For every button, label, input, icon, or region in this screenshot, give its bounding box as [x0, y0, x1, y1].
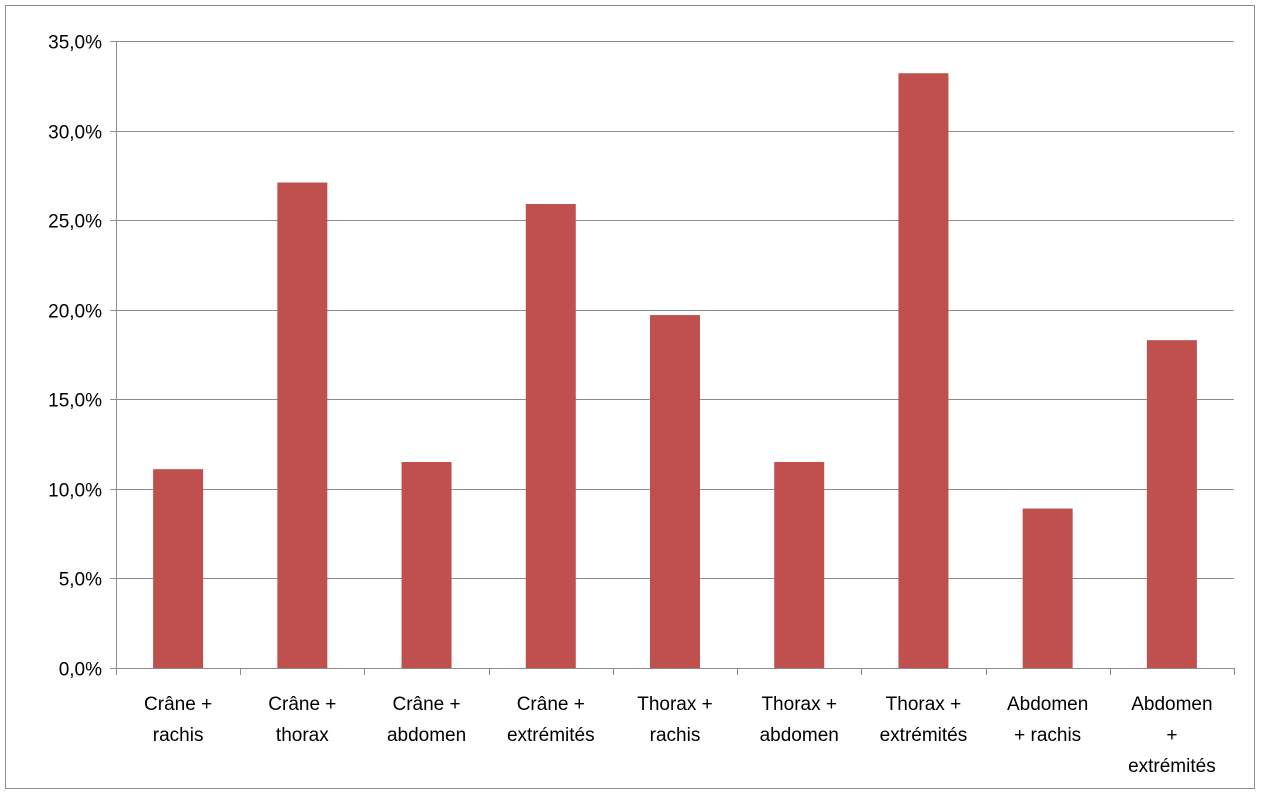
x-tick-label: rachis [650, 725, 701, 746]
y-tick-label: 15,0% [48, 391, 102, 412]
x-tick-label: Crâne + [268, 694, 336, 715]
x-tick-label: Crâne + [144, 694, 212, 715]
bar [401, 461, 452, 668]
y-tick-label: 10,0% [48, 481, 102, 502]
bar [650, 315, 700, 668]
x-tick-label: Crâne + [392, 694, 460, 715]
x-tick-label: Abdomen [1007, 694, 1088, 715]
y-tick-label: 30,0% [48, 123, 102, 144]
y-tick-label: 35,0% [48, 33, 102, 54]
x-tick-label: extrémités [507, 725, 595, 746]
x-tick-label: thorax [276, 725, 329, 746]
x-tick-label: rachis [153, 725, 204, 746]
y-tick-label: 5,0% [59, 570, 102, 591]
bar [774, 461, 825, 668]
bars [153, 73, 1197, 668]
bar [1146, 340, 1197, 668]
x-tick-labels: Crâne + rachis Crâne + thorax Crâne + abdomen… [144, 694, 1216, 777]
x-tick-label: + rachis [1014, 725, 1081, 746]
x-tick-label: Abdomen [1131, 694, 1212, 715]
bar [898, 73, 949, 668]
bar [277, 182, 328, 668]
x-tick-label: Thorax + [761, 694, 837, 715]
y-tick-labels: 0,0% 5,0% 10,0% 15,0% 20,0% 25,0% 30,0% 35,0% [48, 33, 102, 681]
x-tick-label: Crâne + [517, 694, 585, 715]
y-tick-label: 25,0% [48, 212, 102, 233]
axes [110, 41, 1235, 675]
x-tick-label: abdomen [760, 725, 839, 746]
bar [153, 469, 204, 668]
y-tick-label: 20,0% [48, 302, 102, 323]
bar [525, 204, 576, 668]
x-tick-label: Thorax + [637, 694, 713, 715]
x-tick-label: abdomen [387, 725, 466, 746]
x-tick-label: extrémités [880, 725, 968, 746]
x-tick-label: extrémités [1128, 756, 1216, 777]
x-tick-label: + [1166, 725, 1177, 746]
x-tick-label: Thorax + [886, 694, 962, 715]
bar [1022, 508, 1073, 668]
y-tick-label: 0,0% [59, 660, 102, 681]
